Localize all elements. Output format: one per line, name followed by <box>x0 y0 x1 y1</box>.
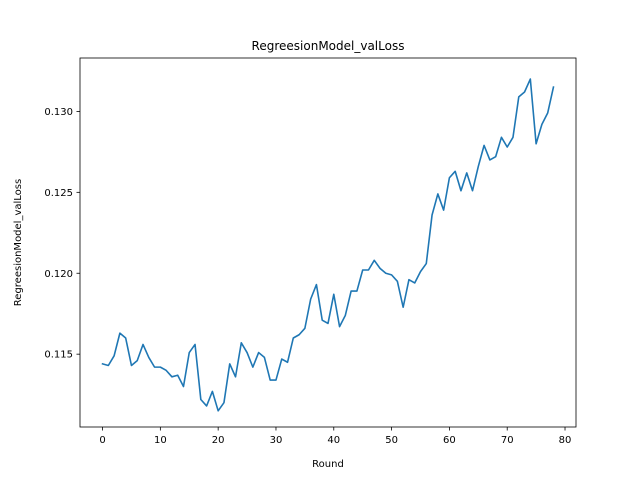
x-axis-ticks: 0 10 20 30 40 50 60 70 80 <box>99 427 571 446</box>
x-tick-label: 60 <box>443 435 456 446</box>
series-layer <box>101 78 555 412</box>
y-tick-label: 0.115 <box>44 350 73 361</box>
series-line <box>101 78 555 412</box>
x-axis-label: Round <box>312 459 344 470</box>
y-tick-label: 0.125 <box>44 188 73 199</box>
chart-title: RegreesionModel_valLoss <box>252 39 405 53</box>
plot-frame <box>79 57 577 428</box>
x-tick-label: 30 <box>270 435 283 446</box>
x-tick-label: 70 <box>501 435 514 446</box>
x-tick-label: 10 <box>154 435 167 446</box>
x-tick-label: 0 <box>99 435 105 446</box>
x-tick-label: 50 <box>385 435 398 446</box>
y-axis-ticks: 0.115 0.120 0.125 0.130 <box>44 107 80 361</box>
y-axis-label: RegreesionModel_valLoss <box>13 179 24 306</box>
y-tick-label: 0.130 <box>44 107 73 118</box>
x-tick-label: 20 <box>212 435 225 446</box>
plot-area <box>80 58 576 427</box>
x-tick-label: 40 <box>327 435 340 446</box>
y-tick-label: 0.120 <box>44 269 73 280</box>
x-tick-label: 80 <box>559 435 572 446</box>
